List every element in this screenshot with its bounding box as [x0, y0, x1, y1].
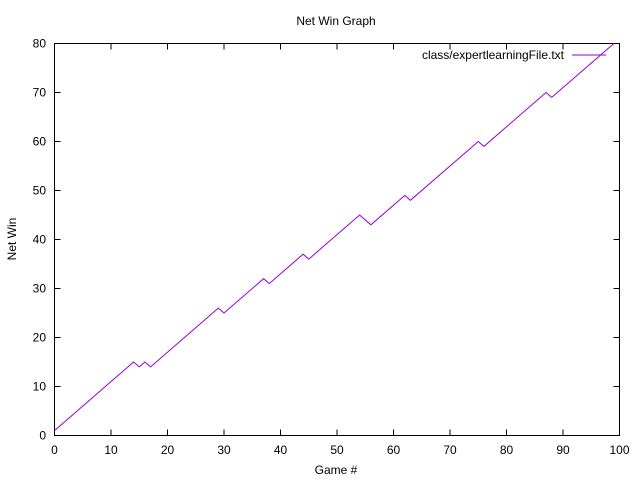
x-tick-label: 10	[104, 443, 118, 457]
y-tick-label: 80	[33, 37, 47, 51]
y-tick-label: 40	[33, 233, 47, 247]
series-line	[54, 43, 615, 431]
legend-label: class/expertlearningFile.txt	[422, 48, 565, 62]
x-tick-label: 20	[161, 443, 175, 457]
chart-title: Net Win Graph	[296, 14, 375, 28]
y-tick-label: 30	[33, 282, 47, 296]
legend: class/expertlearningFile.txt	[422, 48, 606, 62]
x-tick-label: 90	[556, 443, 570, 457]
x-tick-label: 30	[217, 443, 231, 457]
y-tick-label: 70	[33, 86, 47, 100]
y-tick-label: 50	[33, 184, 47, 198]
x-tick-label: 0	[51, 443, 58, 457]
y-axis-label: Net Win	[5, 218, 19, 261]
y-tick-label: 10	[33, 380, 47, 394]
x-axis: 0 10 20 30 40 50 60 70 80 90 100	[51, 43, 630, 457]
x-tick-label: 100	[609, 443, 629, 457]
x-axis-label: Game #	[315, 463, 358, 477]
x-tick-label: 60	[387, 443, 401, 457]
x-tick-label: 70	[443, 443, 457, 457]
y-tick-label: 20	[33, 331, 47, 345]
x-tick-label: 50	[330, 443, 344, 457]
y-axis: 0 10 20 30 40 50 60 70 80	[33, 37, 620, 443]
y-tick-label: 60	[33, 135, 47, 149]
x-tick-label: 40	[274, 443, 288, 457]
x-tick-label: 80	[500, 443, 514, 457]
y-tick-label: 0	[39, 429, 46, 443]
